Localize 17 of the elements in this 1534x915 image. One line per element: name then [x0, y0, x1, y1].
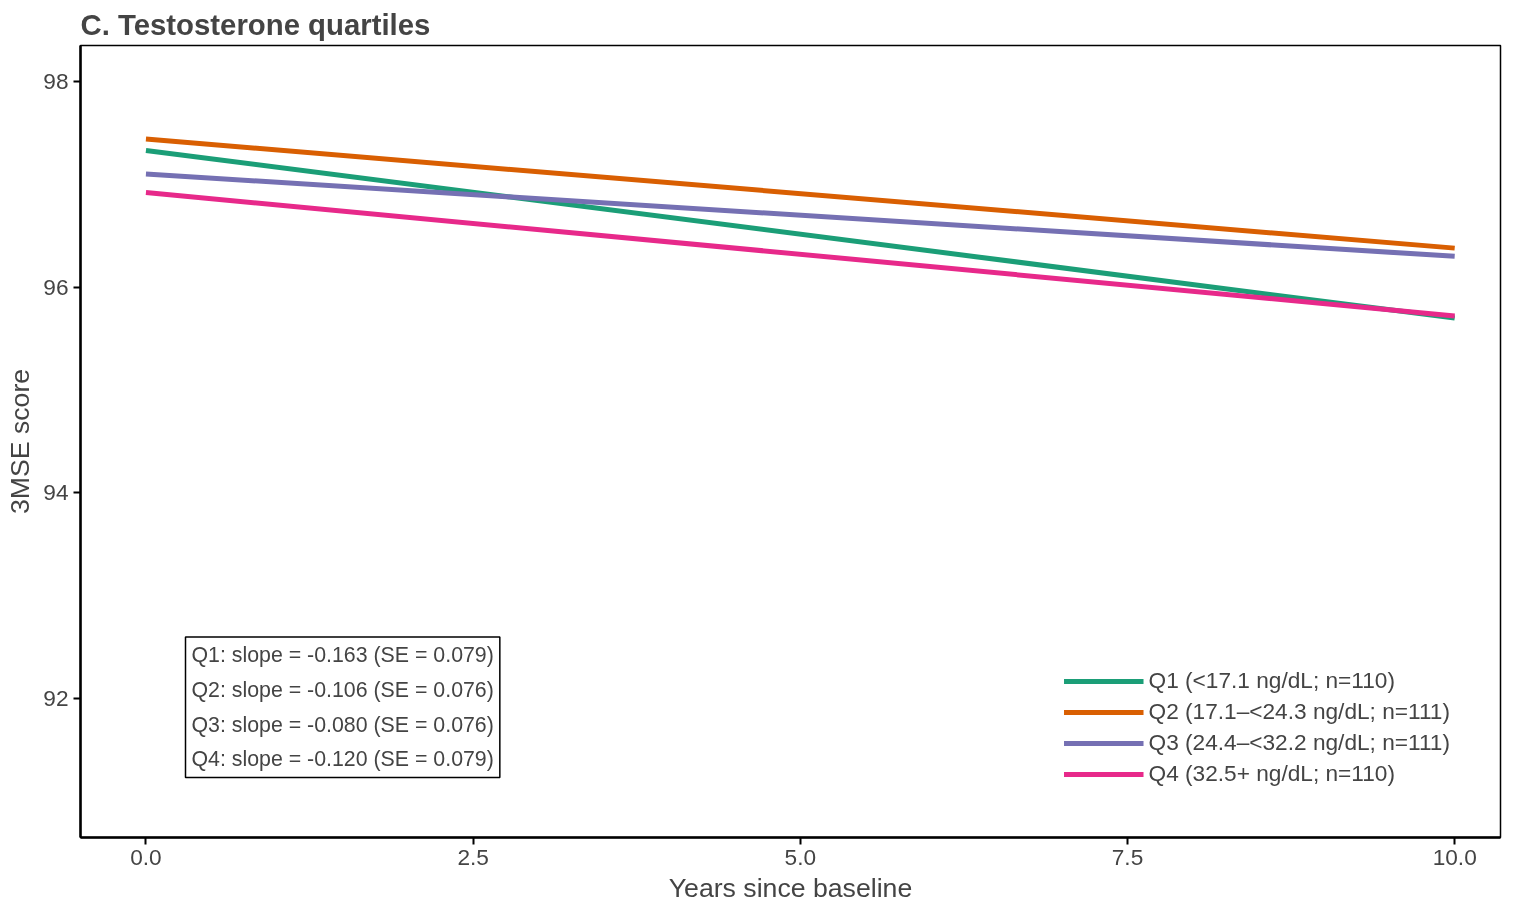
legend-label: Q4 (32.5+ ng/dL; n=110)	[1148, 760, 1395, 787]
chart-title: C. Testosterone quartiles	[80, 7, 431, 41]
x-tick-label: 7.5	[1111, 843, 1144, 870]
x-axis-title: Years since baseline	[668, 872, 913, 903]
y-axis-title: 3MSE score	[5, 368, 36, 515]
legend-label: Q3 (24.4–<32.2 ng/dL; n=111)	[1148, 729, 1450, 756]
legend-label: Q1 (<17.1 ng/dL; n=110)	[1148, 667, 1395, 694]
x-tick-label: 2.5	[457, 843, 489, 870]
annotation: Q1: slope = -0.163 (SE = 0.079) Q2: slope = -0.106 (SE = 0.076) Q3: slope = -0.080 (SE = 0.076) Q4: slope = -0.120 (SE = 0.079)	[191, 643, 494, 772]
x-tick-label: 0.0	[130, 843, 162, 870]
y-tick-label: 98	[43, 68, 69, 94]
x-tick-label: 5.0	[784, 843, 817, 870]
y-tick-label: 92	[43, 685, 69, 712]
y-tick-label: 94	[43, 479, 69, 506]
x-tick-label: 10.0	[1432, 843, 1477, 870]
legend-label: Q2 (17.1–<24.3 ng/dL; n=111)	[1148, 698, 1450, 725]
y-tick-label: 96	[43, 273, 69, 300]
